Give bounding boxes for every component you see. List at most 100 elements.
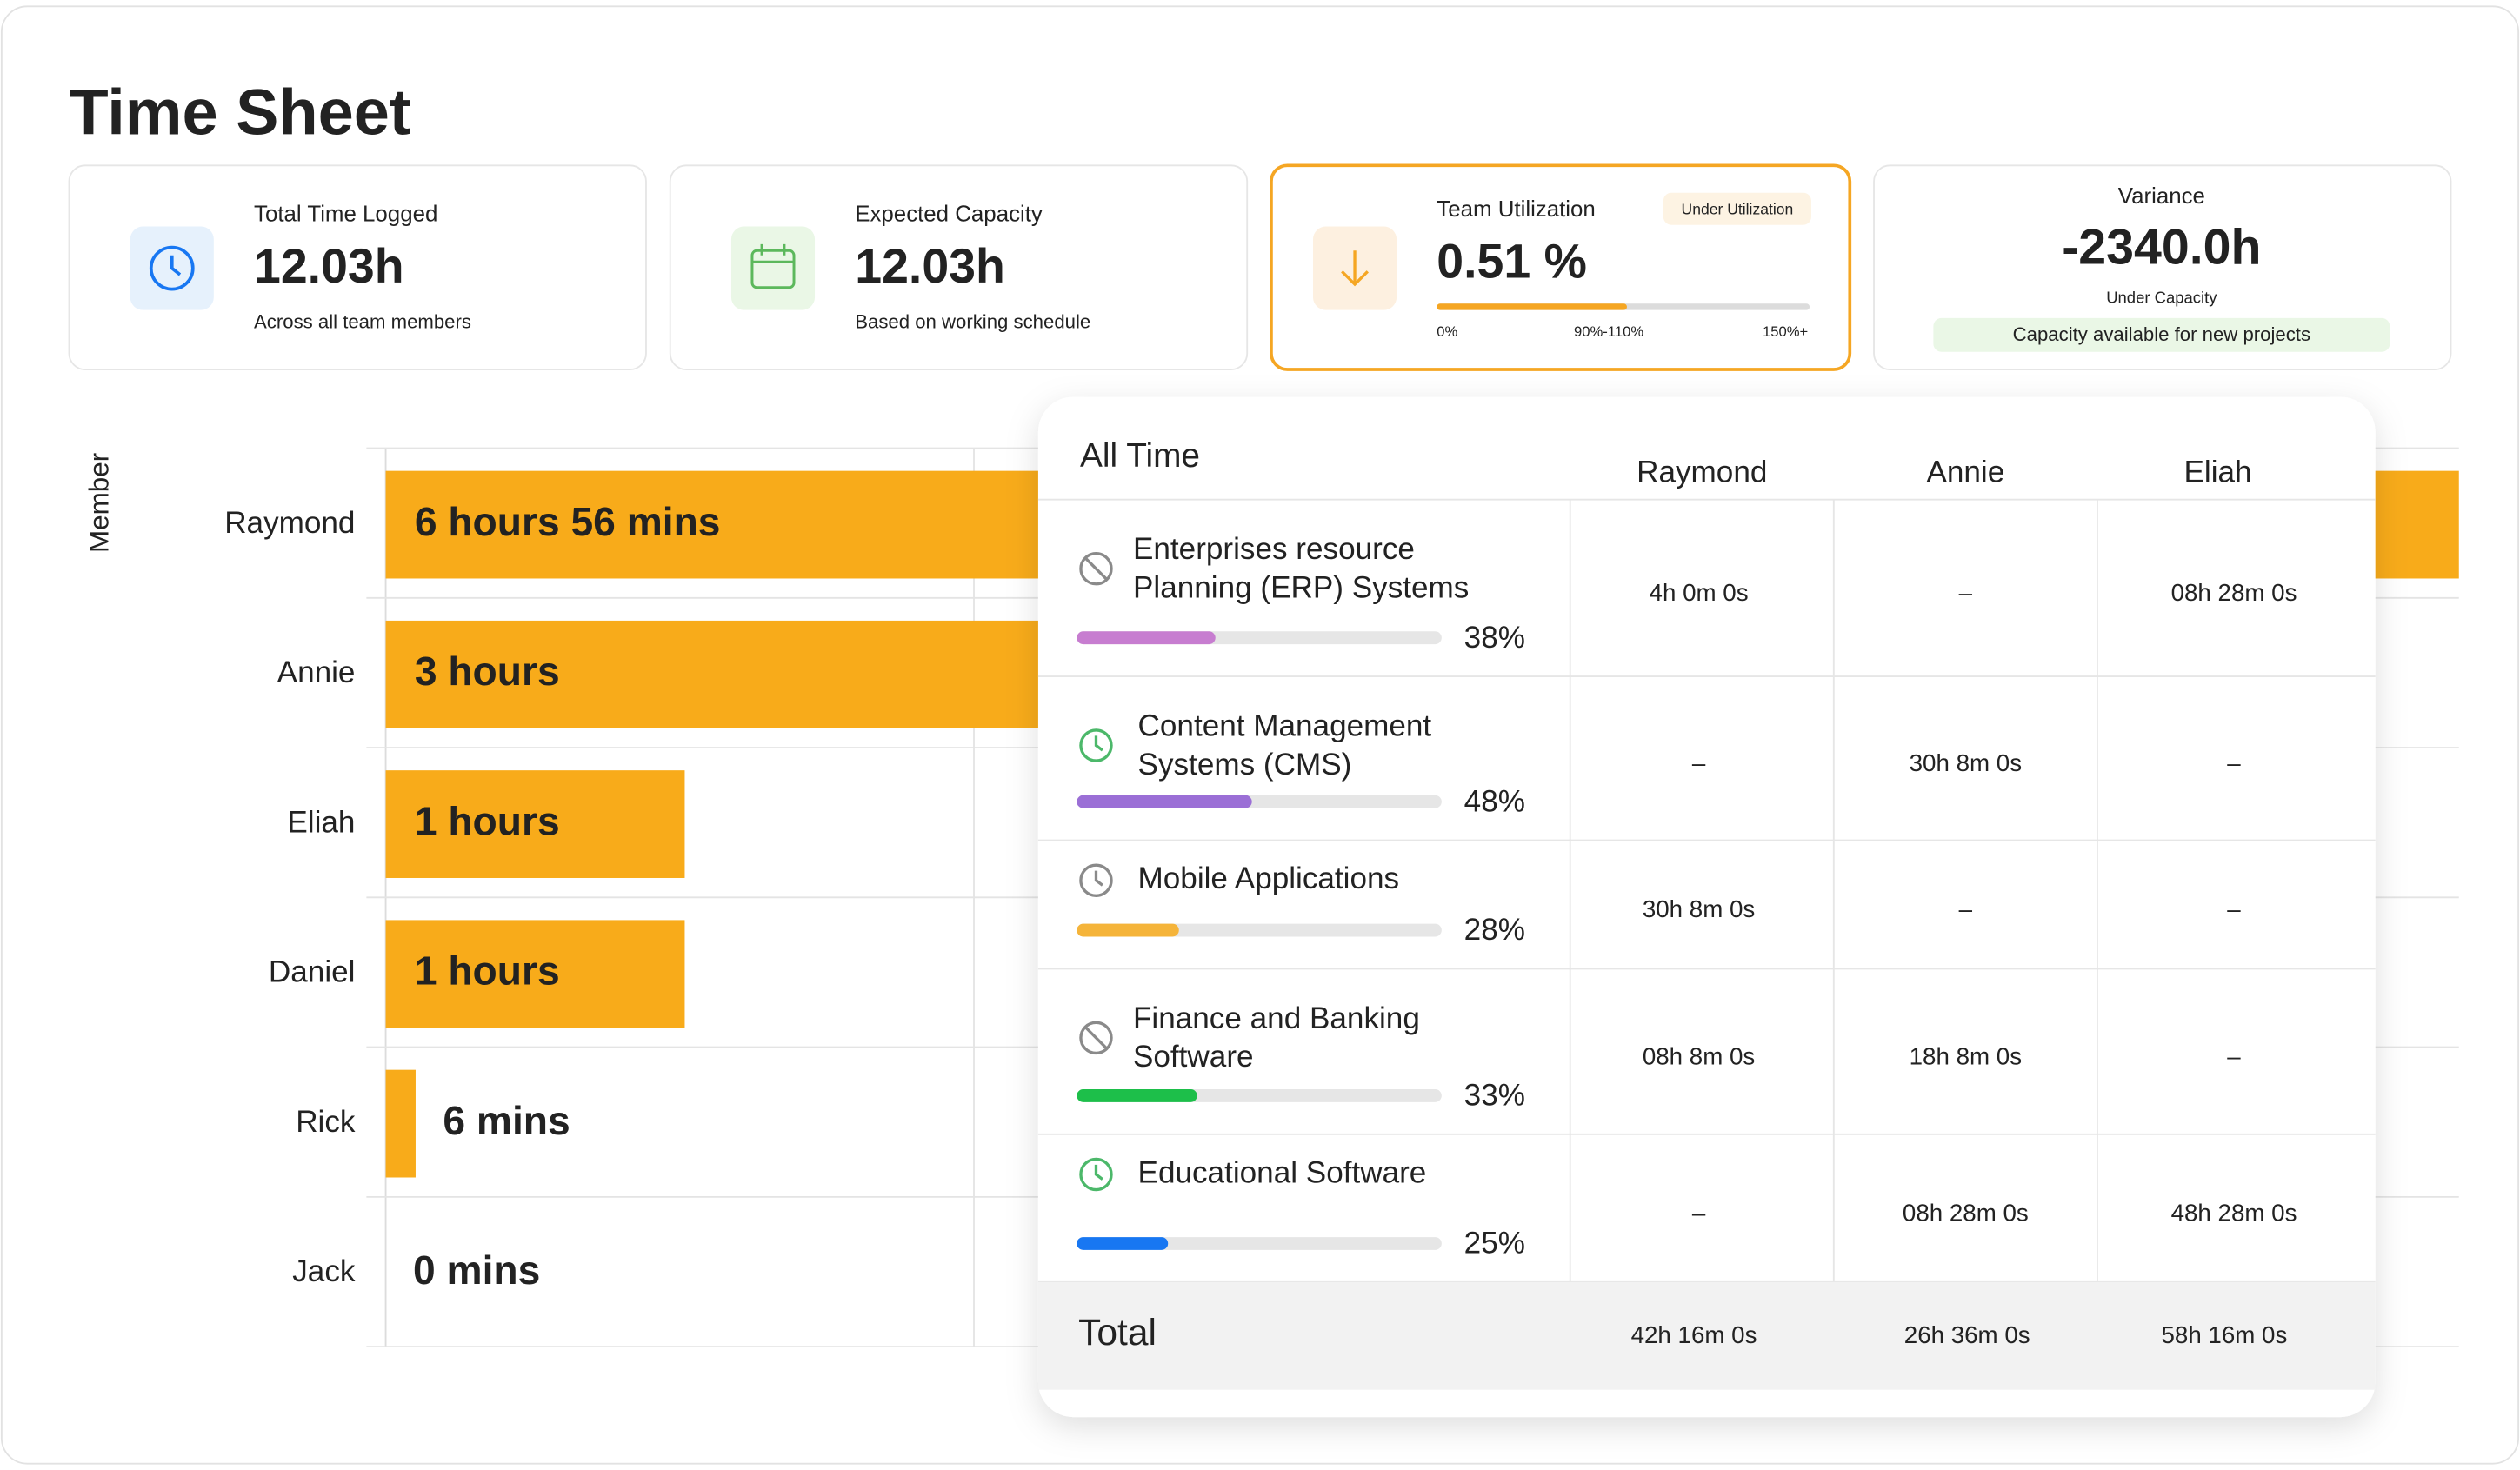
cell: – xyxy=(2227,1042,2241,1069)
row-name: Planning (ERP) Systems xyxy=(1133,571,1469,605)
card-value: 12.03h xyxy=(855,239,1005,293)
card-label: Total Time Logged xyxy=(254,202,437,226)
total-cell: 26h 36m 0s xyxy=(1904,1321,2030,1348)
card-value: -2340.0h xyxy=(2062,219,2261,275)
percent-label: 33% xyxy=(1464,1079,1525,1113)
icon-slash xyxy=(1083,556,1109,581)
icon-circle xyxy=(1079,1021,1113,1055)
bar-label: 6 mins xyxy=(443,1098,570,1143)
calendar-icon xyxy=(750,243,796,289)
bar-label: 3 hours xyxy=(415,649,560,694)
card-label: Variance xyxy=(2118,184,2205,209)
member-label: Eliah xyxy=(287,805,355,839)
cell: – xyxy=(1959,579,1973,606)
percent-label: 25% xyxy=(1464,1227,1525,1260)
cell: 08h 28m 0s xyxy=(1903,1200,2029,1227)
row-name: Systems (CMS) xyxy=(1138,748,1352,782)
bar xyxy=(385,770,685,878)
progress-fill xyxy=(1077,631,1216,645)
breakdown-panel: All Time Raymond Annie Eliah Enterprises res… xyxy=(1037,396,2376,1418)
row-name: Content Management xyxy=(1138,708,1432,742)
bar xyxy=(385,1069,416,1178)
note-pill xyxy=(1933,317,2390,352)
total-cell: 58h 16m 0s xyxy=(2161,1321,2287,1348)
scale-label: 0% xyxy=(1437,323,1457,340)
card-value: 12.03h xyxy=(254,239,404,293)
bar xyxy=(385,920,685,1028)
cell: – xyxy=(2227,749,2241,776)
card-label: Expected Capacity xyxy=(855,202,1043,226)
clock-icon xyxy=(1079,863,1113,897)
progress-fill xyxy=(1077,1237,1169,1250)
percent-label: 38% xyxy=(1464,621,1525,655)
member-label: Raymond xyxy=(224,506,355,540)
icon-circle xyxy=(1079,728,1113,762)
progress-fill xyxy=(1437,303,1627,310)
icon-circle xyxy=(1079,863,1113,897)
icon-circle xyxy=(1079,551,1113,586)
percent-label: 28% xyxy=(1464,913,1525,947)
progress-fill xyxy=(1077,795,1252,808)
bar-label: 1 hours xyxy=(415,948,560,994)
column-header: Annie xyxy=(1926,455,2004,489)
bar-label: 6 hours 56 mins xyxy=(415,499,721,544)
card-note: Across all team members xyxy=(254,310,471,332)
card-note: Based on working schedule xyxy=(855,310,1090,332)
icon-hands xyxy=(1094,1164,1103,1181)
row-name: Finance and Banking xyxy=(1133,1001,1420,1035)
total-cell: 42h 16m 0s xyxy=(1631,1321,1757,1348)
card xyxy=(68,164,647,370)
row-name: Software xyxy=(1133,1040,1254,1074)
bar-label: 1 hours xyxy=(415,798,560,843)
total-label: Total xyxy=(1078,1313,1157,1354)
row-name: Mobile Applications xyxy=(1138,861,1400,895)
icon-slash xyxy=(1083,1026,1109,1050)
period-label: All Time xyxy=(1080,437,1200,475)
cell: 4h 0m 0s xyxy=(1650,579,1749,606)
blocked-icon xyxy=(1079,551,1113,586)
cell: – xyxy=(2227,895,2241,922)
cell: 08h 28m 0s xyxy=(2171,579,2297,606)
cell: 18h 8m 0s xyxy=(1910,1042,2022,1069)
progress-fill xyxy=(1077,1089,1197,1102)
clock-icon xyxy=(1079,1157,1113,1192)
card-note: Capacity available for new projects xyxy=(2013,323,2310,345)
axis-label: Member xyxy=(84,453,115,553)
member-label: Rick xyxy=(296,1105,356,1139)
column-header: Raymond xyxy=(1637,455,1767,489)
cell: 48h 28m 0s xyxy=(2171,1200,2297,1227)
cell: – xyxy=(1692,749,1706,776)
card xyxy=(669,164,1249,370)
scale-label: 90%-110% xyxy=(1574,323,1643,340)
total-row xyxy=(1037,1281,2376,1390)
bar-label: 0 mins xyxy=(413,1247,540,1293)
card-status: Under Capacity xyxy=(2106,289,2217,307)
percent-label: 48% xyxy=(1464,784,1525,818)
icon-hands xyxy=(1094,870,1103,887)
card-value: 0.51 % xyxy=(1437,235,1587,289)
panel xyxy=(1037,396,2376,1418)
row-name: Educational Software xyxy=(1138,1155,1427,1189)
progress-fill xyxy=(1077,923,1179,937)
page-title: Time Sheet xyxy=(69,76,410,148)
icon-circle xyxy=(1079,1157,1113,1192)
member-label: Annie xyxy=(277,655,356,689)
cell: – xyxy=(1959,895,1973,922)
icon-hands xyxy=(1094,735,1103,752)
cell: – xyxy=(1692,1200,1706,1227)
cell: 30h 8m 0s xyxy=(1910,749,2022,776)
badge xyxy=(1663,192,1811,225)
row-name: Enterprises resource xyxy=(1133,532,1415,566)
progress-track xyxy=(1077,1237,1442,1250)
clock-icon xyxy=(1079,728,1113,762)
member-label: Daniel xyxy=(269,955,356,989)
card-label: Team Utilization xyxy=(1437,197,1596,222)
icon-box xyxy=(730,226,816,310)
arrow-down-icon xyxy=(1341,250,1370,287)
cell: 08h 8m 0s xyxy=(1643,1042,1755,1069)
column-header: Eliah xyxy=(2183,455,2251,489)
clock-icon xyxy=(149,245,195,291)
member-label: Jack xyxy=(292,1254,356,1288)
